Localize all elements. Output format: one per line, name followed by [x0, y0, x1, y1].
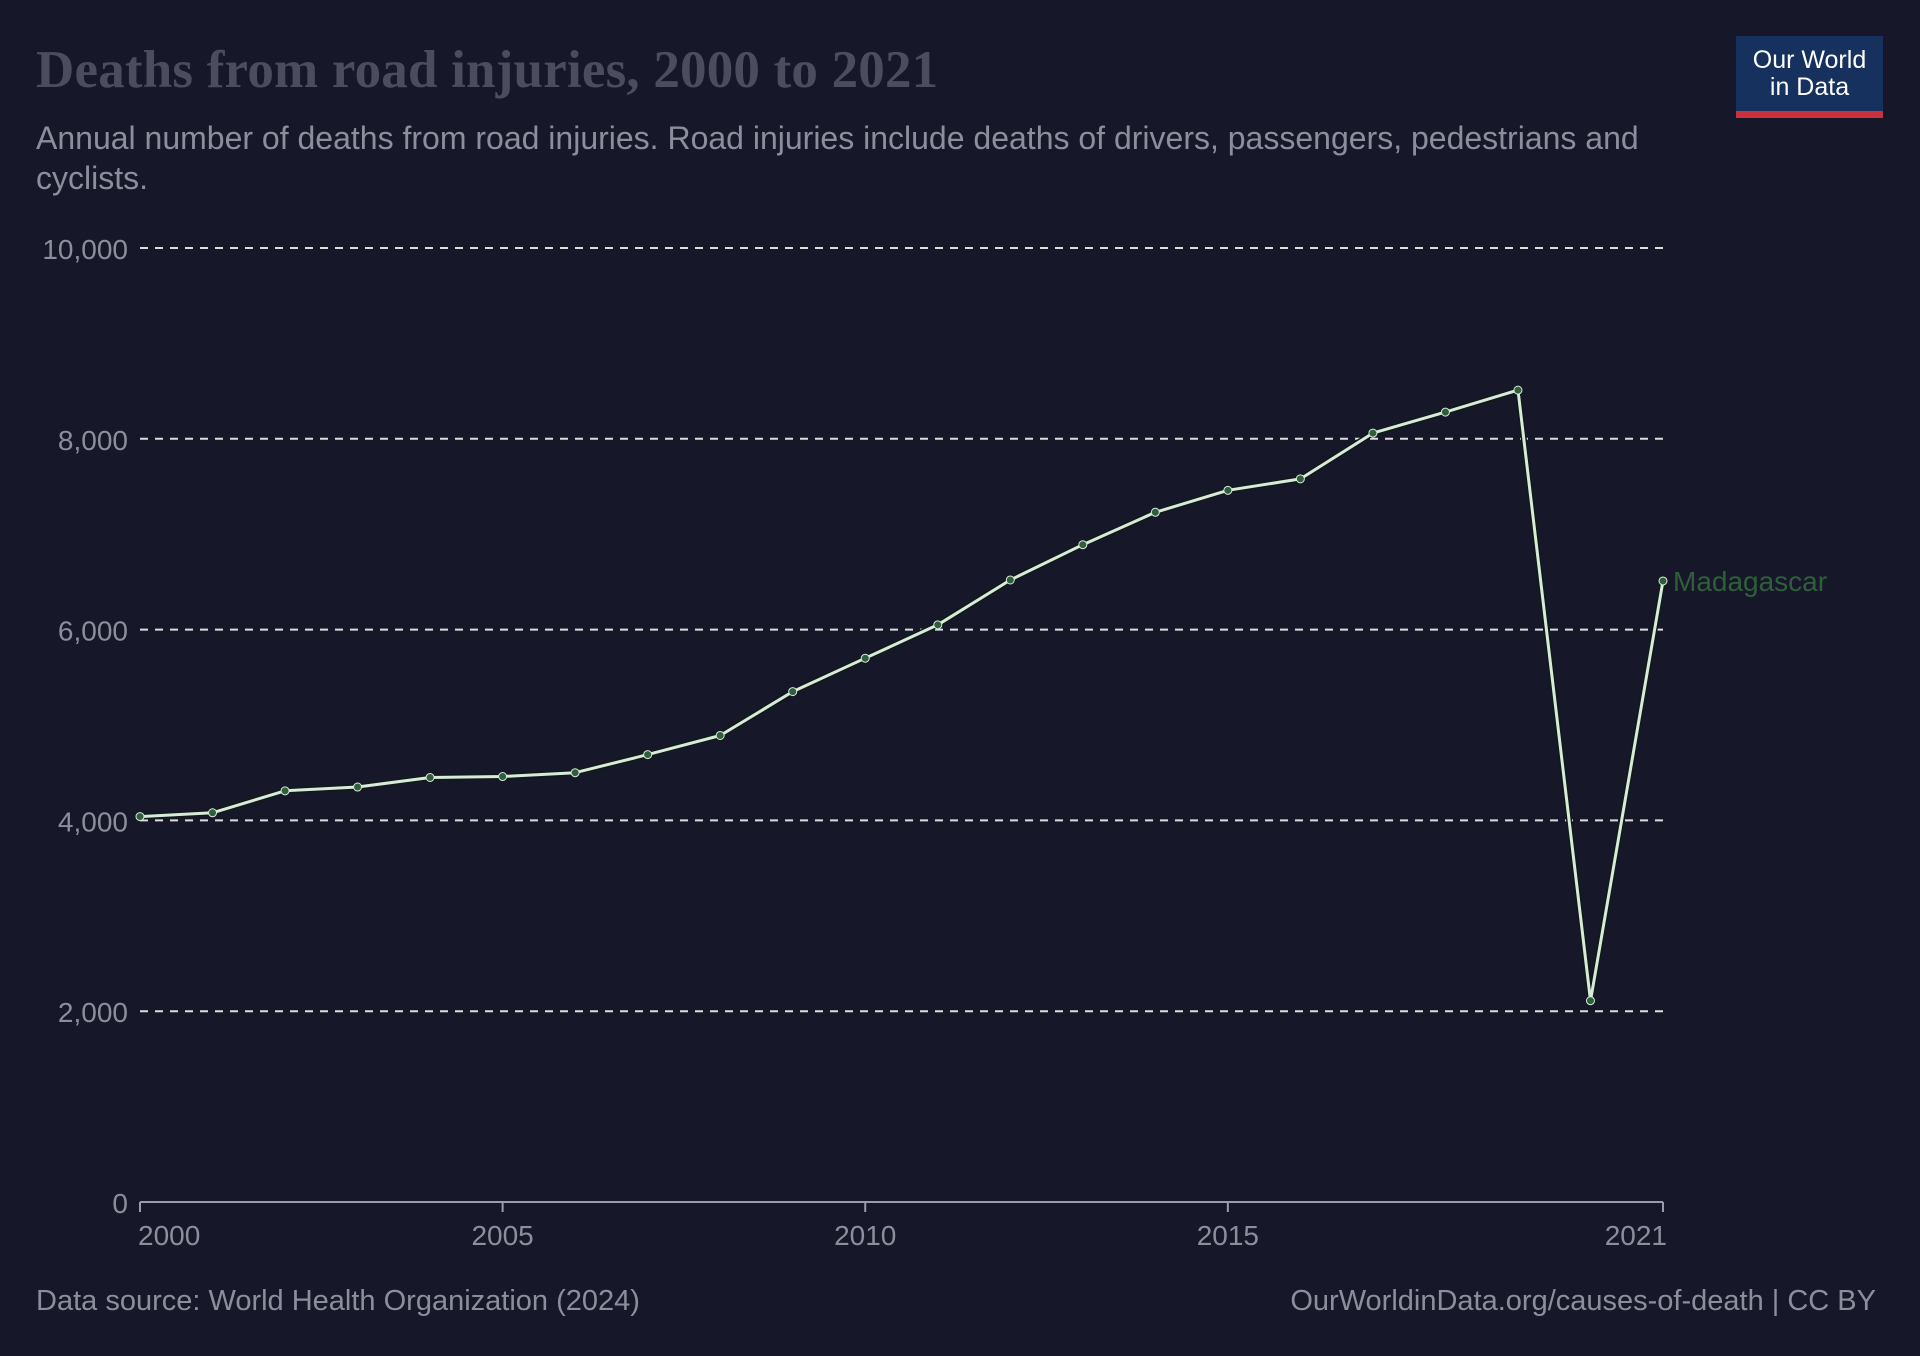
data-point: [1440, 407, 1450, 417]
series-line-outline: [139, 387, 1666, 1004]
data-point: [498, 772, 508, 782]
series-layer: Madagascar: [135, 385, 1827, 1006]
owid-link[interactable]: OurWorldinData.org/causes-of-death | CC …: [1290, 1285, 1876, 1317]
data-point: [280, 786, 290, 796]
series-line: [139, 388, 1665, 1003]
logo-text-line-1: Our World: [1752, 45, 1867, 74]
data-point: [135, 812, 145, 822]
axis-layer: 0 2,000 4,000 6,000 8,000 10,000 2000 2005 2010 2…: [42, 234, 1667, 1251]
series-label: Madagascar: [1673, 566, 1827, 597]
y-tick-label: 10,000: [42, 234, 128, 265]
data-point: [933, 620, 943, 630]
data-point: [570, 768, 580, 778]
x-tick-label: 2000: [138, 1220, 200, 1251]
x-tick-label: 2015: [1197, 1220, 1259, 1251]
x-tick-label: 2010: [834, 1220, 896, 1251]
data-point: [715, 730, 725, 740]
logo-text-line-2: in Data: [1769, 72, 1850, 101]
data-point: [353, 782, 363, 792]
grid-layer: [140, 247, 1663, 1013]
y-tick-label: 2,000: [58, 997, 128, 1028]
data-point: [1078, 540, 1088, 550]
data-point: [208, 808, 218, 818]
data-point: [643, 750, 653, 760]
data-point: [788, 687, 798, 697]
data-point: [1295, 474, 1305, 484]
data-point: [1005, 575, 1015, 585]
y-tick-label: 0: [112, 1188, 128, 1219]
chart-title: Deaths from road injuries, 2000 to 2021: [36, 41, 939, 99]
data-source-note: Data source: World Health Organization (…: [36, 1285, 640, 1317]
y-tick-label: 4,000: [58, 806, 128, 837]
x-tick-label: 2005: [471, 1220, 533, 1251]
data-point: [860, 653, 870, 663]
data-point: [1585, 996, 1595, 1006]
owid-logo[interactable]: Our World in Data: [1736, 36, 1883, 118]
data-point: [1368, 428, 1378, 438]
x-tick-label: 2021: [1605, 1220, 1667, 1251]
data-point: [1150, 507, 1160, 517]
y-tick-label: 6,000: [58, 616, 128, 647]
data-point: [425, 772, 435, 782]
data-point: [1658, 576, 1668, 586]
data-point: [1223, 485, 1233, 495]
chart-subtitle: Annual number of deaths from road injuri…: [36, 120, 1639, 196]
data-point: [1513, 385, 1523, 395]
y-tick-label: 8,000: [58, 425, 128, 456]
